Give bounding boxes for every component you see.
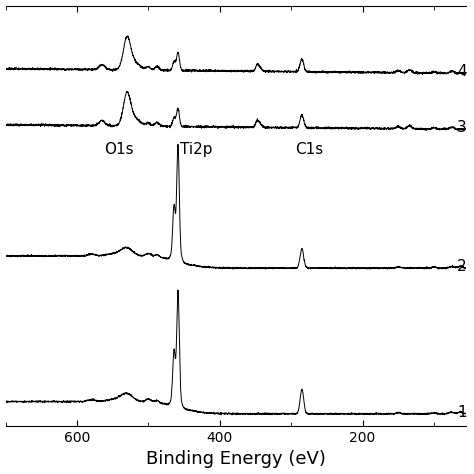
Text: 3: 3: [457, 120, 466, 135]
X-axis label: Binding Energy (eV): Binding Energy (eV): [146, 450, 326, 468]
Text: 4: 4: [457, 64, 466, 79]
Text: 2: 2: [457, 259, 466, 274]
Text: O1s: O1s: [104, 142, 134, 156]
Text: C1s: C1s: [295, 142, 323, 156]
Text: 1: 1: [457, 405, 466, 419]
Text: Ti2p: Ti2p: [181, 142, 213, 156]
